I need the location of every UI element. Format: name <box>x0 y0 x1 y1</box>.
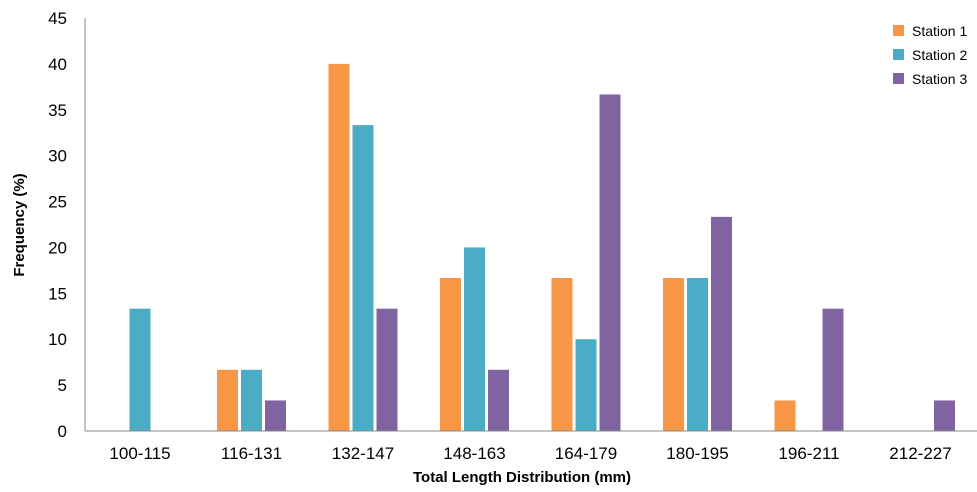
x-tick-label: 180-195 <box>666 444 728 463</box>
x-tick-label: 196-211 <box>778 444 839 463</box>
bar <box>599 94 621 431</box>
x-tick-label: 132-147 <box>332 444 394 463</box>
bar <box>328 63 350 432</box>
legend-swatch <box>893 25 904 36</box>
bar <box>822 308 844 431</box>
y-tick-label: 25 <box>48 193 67 212</box>
bar <box>575 339 597 431</box>
y-tick-label: 30 <box>48 147 67 166</box>
bar <box>265 400 286 431</box>
bar <box>934 400 955 431</box>
x-tick-label: 212-227 <box>889 444 951 463</box>
y-tick-label: 35 <box>48 101 67 120</box>
bar <box>376 308 398 431</box>
y-axis-ticks: 0 5 10 15 20 25 30 35 40 45 <box>48 9 67 441</box>
x-tick-label: 116-131 <box>221 444 282 463</box>
x-tick-label: 164-179 <box>555 444 617 463</box>
legend-swatch <box>893 73 904 84</box>
bar <box>551 278 573 431</box>
bar <box>464 247 485 431</box>
y-axis-title: Frequency (%) <box>11 173 28 276</box>
bar <box>217 369 238 431</box>
bar <box>774 400 796 431</box>
bar <box>241 369 262 431</box>
bar <box>663 278 684 431</box>
y-tick-label: 20 <box>48 238 67 257</box>
legend-label: Station 1 <box>912 23 967 39</box>
y-tick-label: 40 <box>48 55 67 74</box>
bar <box>711 216 732 431</box>
bar <box>440 278 461 431</box>
x-tick-label: 100-115 <box>109 444 170 463</box>
bar <box>488 369 509 431</box>
y-tick-label: 15 <box>48 284 67 303</box>
bar <box>129 308 151 431</box>
x-axis-title: Total Length Distribution (mm) <box>413 469 631 486</box>
legend-label: Station 3 <box>912 71 967 87</box>
x-tick-label: 148-163 <box>443 444 505 463</box>
legend-label: Station 2 <box>912 47 967 63</box>
x-axis-ticks: 100-115 116-131 132-147 148-163 164-179 180-1… <box>109 444 951 463</box>
legend: Station 1 Station 2 Station 3 <box>893 23 967 87</box>
bars <box>129 63 955 432</box>
bar <box>687 278 708 431</box>
y-tick-label: 45 <box>48 9 67 28</box>
legend-swatch <box>893 49 904 60</box>
y-tick-label: 5 <box>58 376 67 395</box>
bar <box>352 125 374 431</box>
y-tick-label: 0 <box>58 422 67 441</box>
y-tick-label: 10 <box>48 330 67 349</box>
